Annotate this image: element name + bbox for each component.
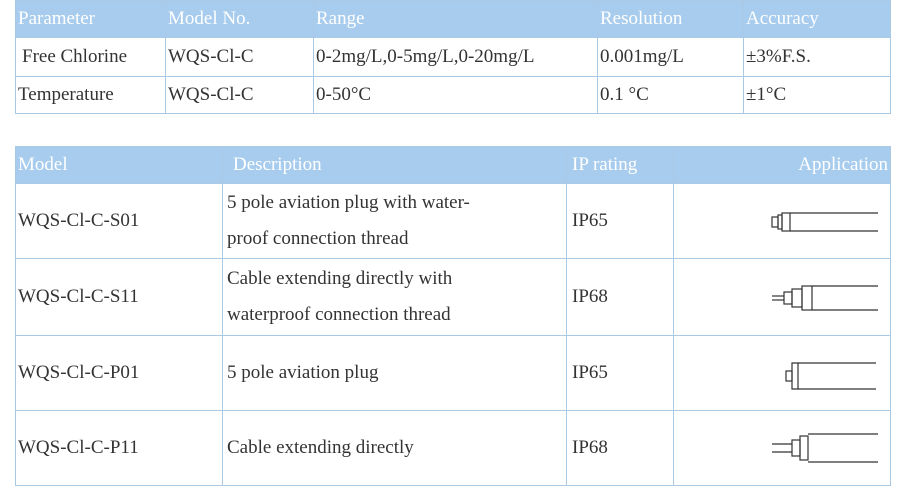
connector-icon: [772, 285, 878, 311]
header-cell: Application: [673, 146, 891, 184]
icon-cell: [673, 410, 891, 486]
header-cell: Parameter: [15, 0, 166, 38]
model-table: Model Description IP rating Application …: [15, 146, 891, 486]
cell: 0.1 °C: [597, 76, 744, 114]
cell: WQS-Cl-C-S01: [15, 183, 223, 259]
row: Temperature WQS-Cl-C 0-50°C 0.1 °C ±1°C: [15, 76, 891, 114]
cell: WQS-Cl-C: [165, 37, 314, 77]
spec-table: Parameter Model No. Range Resolution Acc…: [15, 0, 891, 114]
icon-cell: [673, 335, 891, 411]
cell: 0.001mg/L: [597, 37, 744, 77]
header-cell: Resolution: [597, 0, 744, 38]
description-line: Cable extending directly: [227, 437, 414, 458]
cell: ±1°C: [743, 76, 891, 114]
connector-icon: [771, 212, 878, 232]
header-cell: Model: [15, 146, 223, 184]
cell: IP65: [566, 335, 674, 411]
row: WQS-Cl-C-P01 5 pole aviation plug IP65: [15, 335, 891, 411]
cell: Free Chlorine: [15, 37, 166, 77]
cell: WQS-Cl-C-P01: [15, 335, 223, 411]
description-line: Cable extending directly with: [227, 268, 453, 289]
row: WQS-Cl-C-S11 Cable extending directly wit…: [15, 258, 891, 336]
row: Free Chlorine WQS-Cl-C 0-2mg/L,0-5mg/L,0…: [15, 37, 891, 77]
cell: Temperature: [15, 76, 166, 114]
icon-cell: [673, 183, 891, 259]
cell: IP68: [566, 410, 674, 486]
cell: WQS-Cl-C-S11: [15, 258, 223, 336]
connector-icon: [785, 362, 876, 390]
cell: Cable extending directly with waterproof …: [222, 258, 567, 336]
cell: Cable extending directly: [222, 410, 567, 486]
description-line: 5 pole aviation plug with water-: [227, 192, 470, 213]
header-cell: Range: [313, 0, 598, 38]
cell: IP68: [566, 258, 674, 336]
header-cell: Accuracy: [743, 0, 891, 38]
cell: 5 pole aviation plug with water-proof co…: [222, 183, 567, 259]
cell: 0-2mg/L,0-5mg/L,0-20mg/L: [313, 37, 598, 77]
cell: WQS-Cl-C: [165, 76, 314, 114]
description-line: 5 pole aviation plug: [227, 362, 379, 383]
row: WQS-Cl-C-P11 Cable extending directly IP68: [15, 410, 891, 486]
cell: ±3%F.S.: [743, 37, 891, 77]
header-row: Model Description IP rating Application: [15, 146, 891, 184]
header-row: Parameter Model No. Range Resolution Acc…: [15, 0, 891, 38]
description-line: waterproof connection thread: [227, 304, 451, 325]
cell: 5 pole aviation plug: [222, 335, 567, 411]
row: WQS-Cl-C-S01 5 pole aviation plug with wa…: [15, 183, 891, 259]
cell: IP65: [566, 183, 674, 259]
header-cell: IP rating: [566, 146, 674, 184]
cell: 0-50°C: [313, 76, 598, 114]
cell: WQS-Cl-C-P11: [15, 410, 223, 486]
header-cell: Model No.: [165, 0, 314, 38]
connector-icon: [772, 433, 878, 463]
description-line: proof connection thread: [227, 228, 409, 249]
icon-cell: [673, 258, 891, 336]
header-cell: Description: [222, 146, 567, 184]
